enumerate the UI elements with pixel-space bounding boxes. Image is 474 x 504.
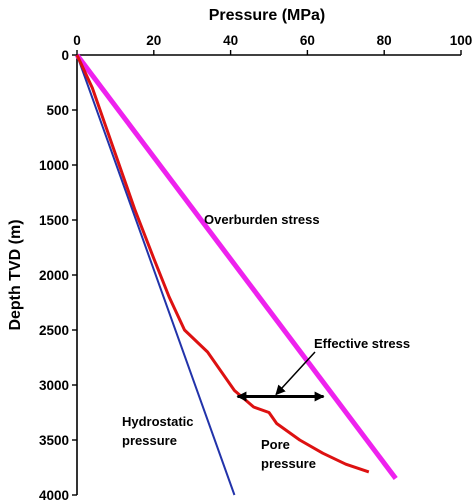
x-tick-label: 80: [377, 33, 392, 48]
x-tick-label: 20: [146, 33, 161, 48]
y-tick-label: 1000: [39, 158, 69, 173]
overburden-stress-label: Overburden stress: [204, 212, 320, 227]
pore-line: [75, 54, 370, 474]
hydrostatic-label-line1: Hydrostatic: [122, 414, 194, 429]
y-tick-label: 4000: [39, 488, 69, 503]
x-axis-title: Pressure (MPa): [209, 7, 326, 24]
x-axis-ticks: 0 20 40 60 80 100: [73, 33, 472, 55]
pore-label-line1: Pore: [261, 437, 290, 452]
series-layer: [75, 53, 398, 496]
x-tick-label: 60: [300, 33, 315, 48]
y-tick-label: 1500: [39, 213, 69, 228]
y-tick-label: 500: [46, 103, 69, 118]
effective-stress-label: Effective stress: [314, 336, 410, 351]
pore-label-line2: pressure: [261, 456, 316, 471]
hydrostatic-label-line2: pressure: [122, 433, 177, 448]
x-tick-label: 100: [450, 33, 473, 48]
effective-stress-pointer: [275, 351, 316, 396]
x-tick-label: 40: [223, 33, 238, 48]
y-axis-title: Depth TVD (m): [7, 219, 24, 330]
y-axis-ticks: 0 500 1000 1500 2000 2500 3000 3500 4000: [39, 48, 77, 503]
y-tick-label: 3000: [39, 378, 69, 393]
y-tick-label: 3500: [39, 433, 69, 448]
hydrostatic-line: [76, 54, 236, 496]
x-tick-label: 0: [73, 33, 81, 48]
overburden-line: [75, 53, 398, 481]
y-tick-label: 2000: [39, 268, 69, 283]
y-tick-label: 2500: [39, 323, 69, 338]
y-tick-label: 0: [61, 48, 69, 63]
